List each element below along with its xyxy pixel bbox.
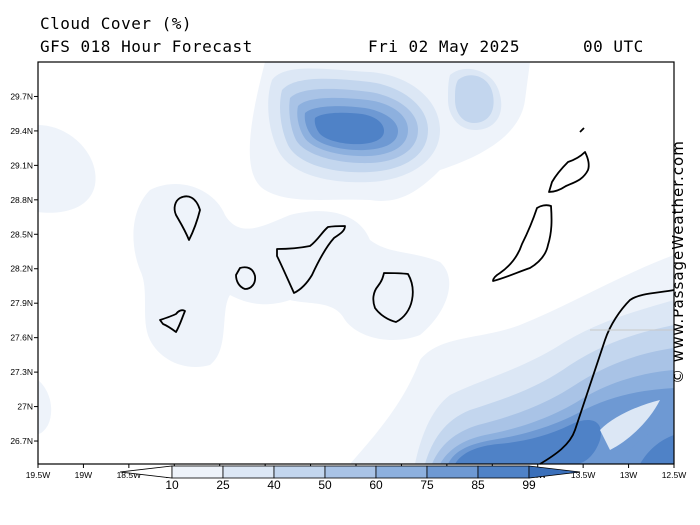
- colorbar-label: 25: [216, 478, 230, 492]
- lat-tick-label: 26.7N: [10, 436, 33, 446]
- colorbar-label: 85: [471, 478, 485, 492]
- cloud-contour-level-7: [640, 435, 674, 464]
- lon-tick-label: 19W: [75, 470, 92, 480]
- lat-tick-label: 28.2N: [10, 264, 33, 274]
- lat-tick-label: 27.3N: [10, 367, 33, 377]
- colorbar-label: 60: [369, 478, 383, 492]
- cloud-field-islands: [133, 184, 450, 368]
- colorbar-segment: [324, 465, 377, 479]
- fuerteventura-island: [492, 204, 553, 282]
- africa-coastline: [539, 289, 675, 465]
- colorbar-segment: [477, 465, 530, 479]
- cloud-contour-level-3: [455, 75, 494, 123]
- lat-tick-label: 27.9N: [10, 298, 33, 308]
- lat-tick-label: 27N: [17, 402, 33, 412]
- colorbar-segment: [426, 465, 479, 479]
- tenerife-island: [276, 225, 346, 294]
- lon-tick-label: 13.5W: [571, 470, 596, 480]
- colorbar-segment: [171, 465, 224, 479]
- lat-tick-label: 27.6N: [10, 333, 33, 343]
- cloud-field-west: [38, 125, 96, 213]
- chart-title: Cloud Cover (%): [40, 14, 192, 33]
- lat-tick-label: 28.8N: [10, 195, 33, 205]
- latitude-axis: 29.7N 29.4N 29.1N 28.8N 28.5N 28.2N 27.9N 27.6N…: [10, 91, 38, 446]
- lat-tick-label: 28.5N: [10, 229, 33, 239]
- cloud-contour-level-7: [314, 112, 384, 145]
- lon-tick-label: 18.5W: [117, 470, 142, 480]
- la-palma-island: [173, 195, 201, 241]
- forecast-subtitle: GFS 018 Hour Forecast: [40, 37, 253, 56]
- colorbar-label: 40: [267, 478, 281, 492]
- cloud-field-southwest: [38, 380, 52, 434]
- colorbar-label: 50: [318, 478, 332, 492]
- lanzarote-island: [548, 151, 590, 193]
- colorbar-label: 75: [420, 478, 434, 492]
- forecast-date: Fri 02 May 2025: [368, 37, 520, 56]
- forecast-time: 00 UTC: [583, 37, 644, 56]
- color-legend: 10 25 40 50 60 75 85 99: [119, 465, 581, 492]
- la-gomera-island: [235, 266, 257, 290]
- el-hierro-island: [159, 309, 186, 333]
- cloud-fields: [38, 62, 674, 464]
- graciosa-island: [579, 127, 585, 133]
- lat-tick-label: 29.4N: [10, 126, 33, 136]
- gran-canaria-island: [372, 272, 414, 323]
- lon-tick-label: 12.5W: [662, 470, 687, 480]
- cloud-contour-level-7: [455, 420, 601, 464]
- colorbar-segment: [375, 465, 428, 479]
- colorbar-segment: [273, 465, 326, 479]
- colorbar-label: 10: [165, 478, 179, 492]
- lat-tick-label: 29.1N: [10, 160, 33, 170]
- colorbar-label: 99: [522, 478, 536, 492]
- cloud-contour-level-2: [600, 400, 660, 450]
- colorbar-high-arrow: [528, 465, 581, 479]
- colorbar-segment: [222, 465, 275, 479]
- lon-tick-label: 13W: [620, 470, 637, 480]
- lon-tick-label: 19.5W: [26, 470, 51, 480]
- coastlines: [159, 127, 675, 465]
- lat-tick-label: 29.7N: [10, 91, 33, 101]
